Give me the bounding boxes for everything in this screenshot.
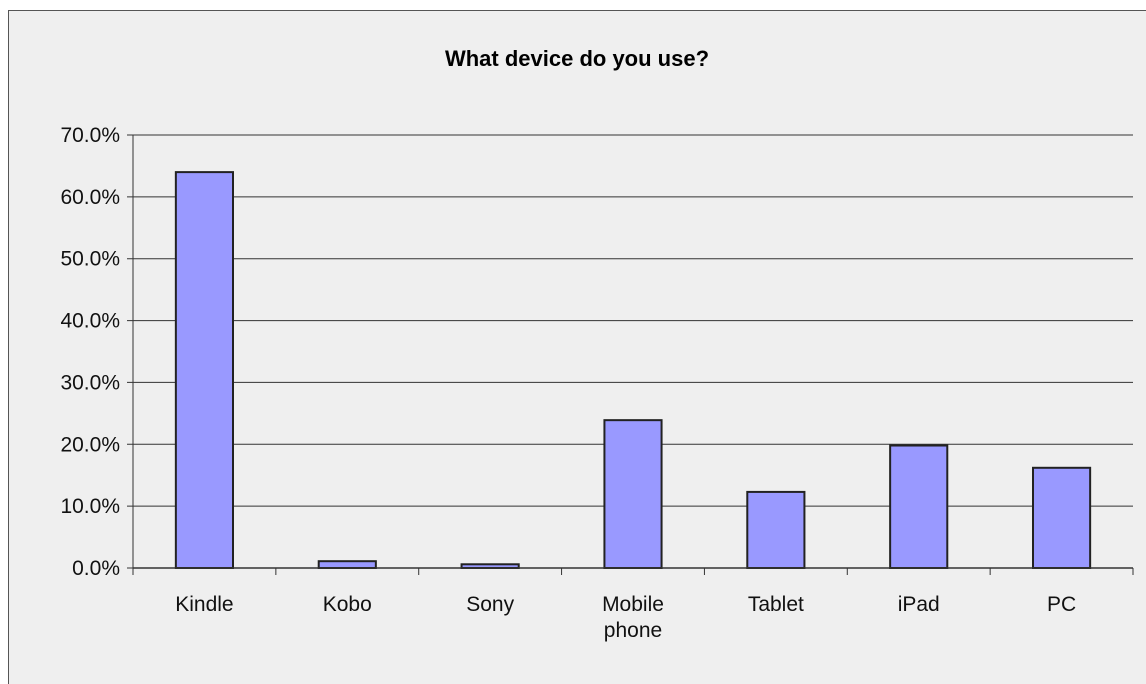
y-tick-label: 70.0% [60, 124, 120, 147]
x-axis [132, 135, 1134, 575]
y-tick-label: 50.0% [60, 248, 120, 271]
y-axis-ticks: 0.0% 10.0% 20.0% 30.0% 40.0% 50.0% 60.0% 70.0% [60, 124, 120, 580]
bar [317, 560, 377, 570]
x-tick-label: Kobo [323, 593, 372, 616]
bar [603, 419, 663, 570]
chart-title: What device do you use? [445, 46, 709, 71]
x-tick-label: PC [1047, 593, 1076, 616]
bars-layer [174, 171, 1092, 570]
x-axis-labels: Kindle Kobo Sony Mobile phone Tablet iPad PC [175, 593, 1076, 642]
y-tick-label: 20.0% [60, 433, 120, 456]
bar [746, 490, 806, 569]
y-tick-label: 60.0% [60, 186, 120, 209]
y-tick-label: 10.0% [60, 495, 120, 518]
bar [889, 444, 949, 569]
bar [1032, 466, 1092, 570]
y-tick-label: 40.0% [60, 310, 120, 333]
x-tick-label: Mobile phone [602, 593, 664, 642]
y-tick-label: 0.0% [72, 557, 120, 580]
x-tick-label: Kindle [175, 593, 233, 616]
x-tick-label: Tablet [748, 593, 804, 616]
x-tick-label: Sony [466, 593, 514, 616]
x-tick-label: iPad [898, 593, 940, 616]
bar [174, 171, 235, 569]
y-tick-label: 30.0% [60, 371, 120, 394]
